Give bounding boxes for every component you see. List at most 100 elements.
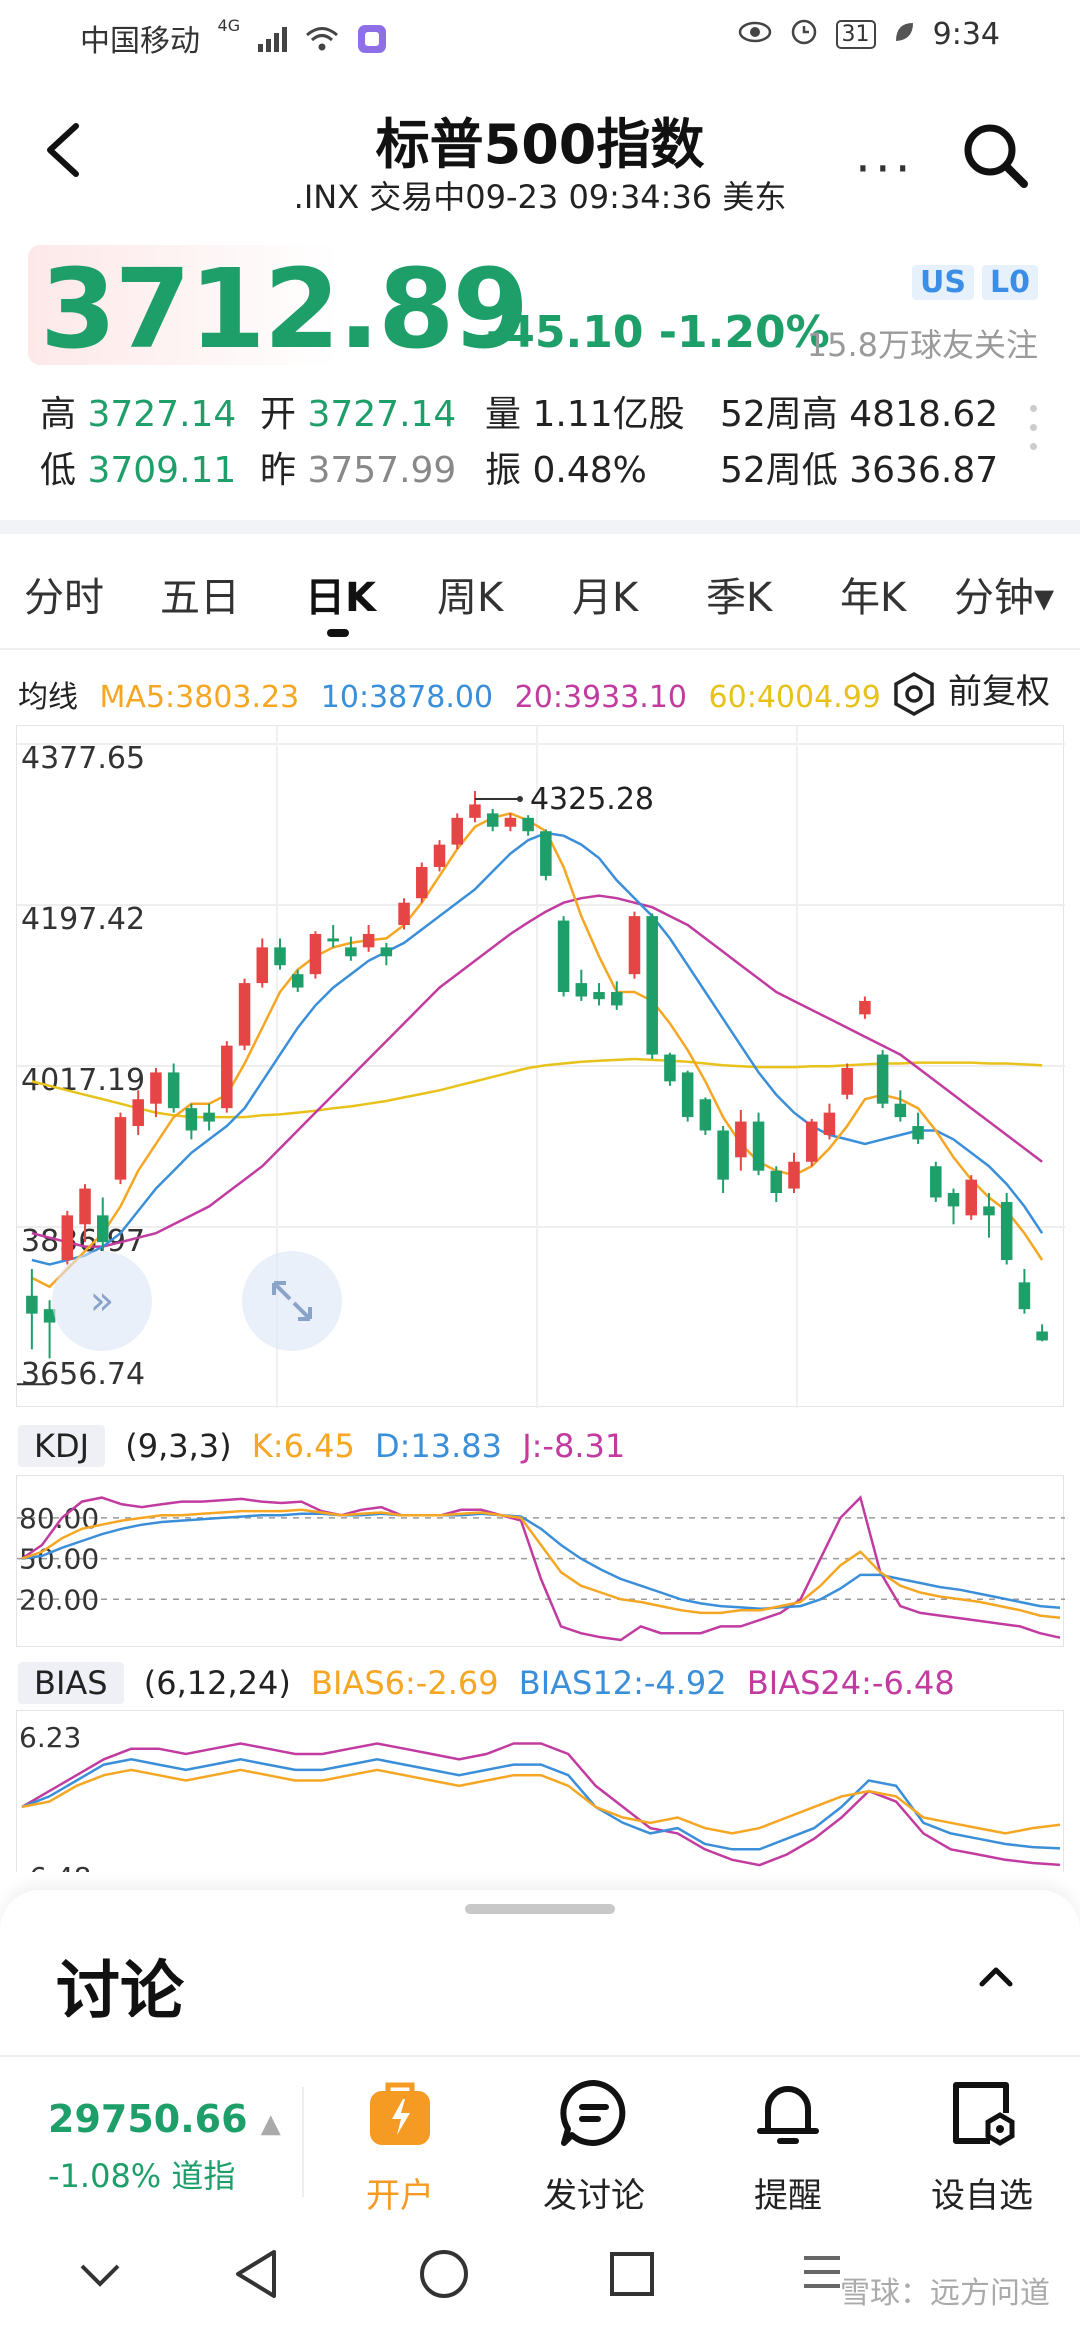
bias-bottom-tick: -6.48 xyxy=(19,1861,91,1872)
nav-menu-icon[interactable] xyxy=(800,2250,844,2298)
nav-recents-icon[interactable] xyxy=(608,2250,656,2298)
battery-icon: 31 xyxy=(835,20,876,49)
adjust-label: 前复权 xyxy=(948,672,1050,712)
candle-body xyxy=(185,1108,198,1131)
chevron-down-icon[interactable] xyxy=(78,2260,122,2290)
dow-ticker-value: 29750.66 ▲ xyxy=(48,2097,281,2141)
stat-open: 开 3727.14 xyxy=(260,385,456,437)
fullscreen-icon xyxy=(272,1281,312,1321)
candle-body xyxy=(681,1072,694,1118)
candle-body xyxy=(930,1166,942,1198)
kdj-k-line xyxy=(21,1508,1061,1619)
tab-yearly-k[interactable]: 年K xyxy=(840,575,907,621)
kline-chart[interactable]: 4377.65 4197.42 4017.19 3836.97 3656.74 4325.… xyxy=(0,725,1065,1408)
candle-body xyxy=(628,916,641,975)
chevron-up-icon[interactable] xyxy=(976,1956,1016,1996)
search-button[interactable] xyxy=(960,120,1030,190)
y-tick-label: 4017.19 xyxy=(21,1063,145,1098)
tab-weekly-k[interactable]: 周K xyxy=(437,575,504,621)
bias24-value: BIAS24:-6.48 xyxy=(746,1664,955,1702)
stat-amplitude: 振 0.48% xyxy=(485,441,647,493)
y-tick-label: 4377.65 xyxy=(21,741,145,776)
expand-stats-handle[interactable] xyxy=(1030,405,1038,462)
candle-body xyxy=(593,992,605,1000)
candle-body xyxy=(167,1072,180,1109)
quote-panel: 3712.89 -45.10 -1.20% US L0 15.8万球友关注 高 3… xyxy=(0,245,1080,505)
adjust-toggle[interactable]: 前复权 xyxy=(891,664,1050,717)
toolbar-divider xyxy=(302,2087,304,2197)
stat-high-value: 3727.14 xyxy=(87,394,237,435)
expand-chart-button[interactable]: » xyxy=(52,1251,152,1351)
candle-body xyxy=(770,1170,783,1194)
candle-body xyxy=(79,1188,91,1225)
status-bar: 中国移动 4G 31 9:34 xyxy=(0,0,1080,70)
candle-body xyxy=(894,1103,907,1118)
change-percent: -1.20% xyxy=(658,307,830,358)
bias-chart[interactable]: 6.23 -6.48 xyxy=(16,1710,1064,1872)
tabs-divider xyxy=(0,648,1080,650)
candle-body xyxy=(43,1309,56,1323)
tab-daily-k[interactable]: 日K xyxy=(305,565,376,637)
stat-open-value: 3727.14 xyxy=(307,394,457,435)
wifi-icon xyxy=(305,25,339,60)
stat-low-label: 低 xyxy=(40,450,77,491)
tab-intraday[interactable]: 分时 xyxy=(24,575,104,621)
candle-body xyxy=(859,1000,871,1015)
tab-monthly-k[interactable]: 月K xyxy=(572,575,639,621)
candle-body xyxy=(575,983,588,997)
settings-hex-icon xyxy=(894,671,934,716)
max-annotation-dot xyxy=(516,796,523,803)
nav-home-icon[interactable] xyxy=(418,2248,470,2300)
kdj-chart[interactable]: 80.00 50.00 20.00 xyxy=(16,1475,1065,1647)
candle-body xyxy=(947,1193,960,1207)
stat-high-label: 高 xyxy=(40,394,77,435)
max-annotation-label: 4325.28 xyxy=(530,782,654,817)
candle-body xyxy=(841,1067,853,1095)
bias-legend: BIAS (6,12,24) BIAS6:-2.69 BIAS12:-4.92 … xyxy=(18,1662,965,1704)
bias12-line xyxy=(21,1758,1061,1851)
post-discussion-button[interactable]: 发讨论 xyxy=(514,2077,674,2217)
stat-open-label: 开 xyxy=(260,394,297,435)
bottom-toolbar: 29750.66 ▲ -1.08% 道指 开户 发讨论 提醒 设自选 xyxy=(0,2055,1080,2220)
change-value: -45.10 xyxy=(486,307,644,358)
stat-volume-value: 1.11亿股 xyxy=(532,394,685,435)
candle-body xyxy=(96,1215,109,1243)
level-badge: L0 xyxy=(982,265,1038,300)
ma5-line xyxy=(31,812,1044,1289)
candle-body xyxy=(735,1121,747,1158)
add-watchlist-button[interactable]: 设自选 xyxy=(902,2077,1062,2217)
open-account-button[interactable]: 开户 xyxy=(320,2077,480,2217)
candle-body xyxy=(1036,1331,1048,1341)
candle-body xyxy=(522,817,534,832)
chevron-left-icon xyxy=(47,123,79,177)
carrier-label: 中国移动 xyxy=(80,24,200,59)
system-nav-bar: 雪球：远方问道 xyxy=(0,2220,1080,2340)
tab-minute-dropdown[interactable]: 分钟▾ xyxy=(954,575,1055,621)
open-account-label: 开户 xyxy=(366,2176,434,2216)
kdj-ref-label: 20.00 xyxy=(19,1583,99,1616)
candle-body xyxy=(274,947,286,966)
bias24-line xyxy=(21,1742,1061,1867)
kdj-ref-label: 80.00 xyxy=(19,1502,99,1535)
stat-amp-value: 0.48% xyxy=(532,450,647,491)
tab-quarterly-k[interactable]: 季K xyxy=(706,575,773,621)
dow-ticker[interactable]: 29750.66 ▲ -1.08% 道指 xyxy=(48,2097,281,2197)
kdj-j-value: J:-8.31 xyxy=(522,1427,626,1465)
nav-back-icon[interactable] xyxy=(232,2248,280,2300)
reminder-button[interactable]: 提醒 xyxy=(708,2077,868,2217)
fullscreen-button[interactable] xyxy=(242,1251,342,1351)
candle-body xyxy=(309,933,322,975)
kdj-k-value: K:6.45 xyxy=(251,1427,355,1465)
discussion-sheet[interactable]: 讨论 xyxy=(0,1890,1080,2060)
bias-selector[interactable]: BIAS xyxy=(18,1662,124,1704)
candle-body xyxy=(557,920,570,993)
tab-5day[interactable]: 五日 xyxy=(160,575,240,621)
kdj-d-value: D:13.83 xyxy=(374,1427,503,1465)
sheet-drag-handle[interactable] xyxy=(465,1904,615,1914)
reminder-label: 提醒 xyxy=(754,2176,822,2216)
more-button[interactable]: ··· xyxy=(855,140,915,198)
kdj-selector[interactable]: KDJ xyxy=(18,1425,106,1467)
stat-prev-close: 昨 3757.99 xyxy=(260,441,456,493)
back-button[interactable] xyxy=(40,120,90,180)
candle-body xyxy=(362,933,375,948)
